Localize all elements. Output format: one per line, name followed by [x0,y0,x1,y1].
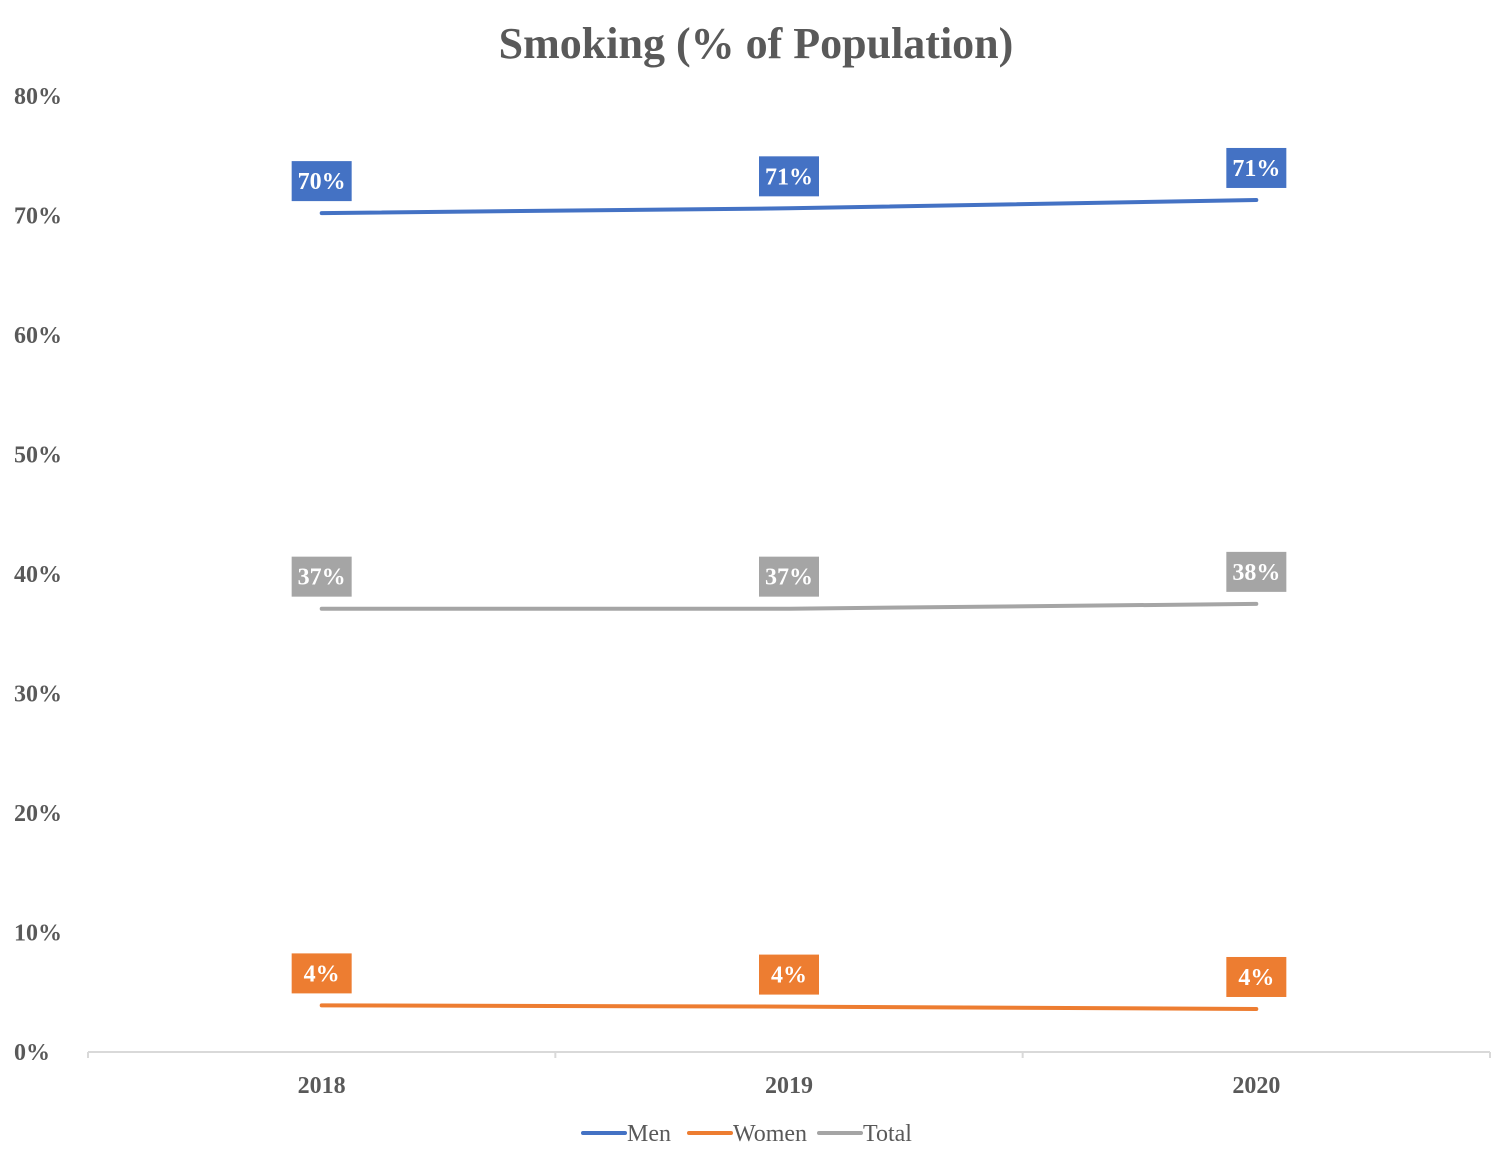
data-label-box [291,953,352,994]
data-label-text: 4% [771,963,807,989]
legend: Men Women Total [581,1121,912,1147]
x-tick-label: 2020 [1232,1073,1280,1099]
data-label-men: 71% [1226,147,1287,188]
data-label-box [759,156,819,197]
y-tick-label: 40% [14,562,62,588]
series-line-men [319,198,1259,216]
data-label-box [1226,956,1287,997]
chart-title: Smoking (% of Population) [499,19,1014,68]
y-tick-label: 50% [14,443,62,469]
data-label-total: 37% [291,556,352,597]
data-label-box [291,161,352,202]
data-label-text: 37% [298,565,346,591]
data-label-women: 4% [759,954,819,995]
data-label-box [1226,147,1287,188]
data-label-text: 38% [1232,560,1280,586]
data-label-text: 71% [765,164,813,190]
y-tick-label: 70% [14,204,62,230]
data-label-women: 4% [291,953,352,994]
y-tick-label: 30% [14,682,62,708]
y-tick-label: 60% [14,323,62,349]
series-lines [319,198,1259,1011]
legend-item-women: Women [687,1121,807,1147]
data-label-total: 37% [759,556,819,597]
data-label-total: 38% [1226,551,1287,592]
data-label-box [291,556,352,597]
data-label-women: 4% [1226,956,1287,997]
data-labels: 70% 71% 71% 4% 4% 4% 37% 37% 38% [291,147,1287,997]
data-label-men: 71% [759,156,819,197]
x-axis: 2018 2019 2020 [87,1051,1491,1099]
data-label-text: 70% [298,169,346,195]
y-tick-label: 80% [14,84,62,110]
y-axis-ticks: 0% 10% 20% 30% 40% 50% 60% 70% 80% [14,84,62,1066]
data-label-text: 37% [765,565,813,591]
x-tick-label: 2019 [765,1073,813,1099]
y-tick-label: 0% [14,1040,50,1066]
x-tick-label: 2018 [298,1073,346,1099]
legend-item-men: Men [581,1121,671,1147]
data-label-box [759,556,819,597]
data-label-box [1226,551,1287,592]
y-tick-label: 20% [14,801,62,827]
legend-item-total: Total [817,1121,912,1147]
data-label-text: 4% [304,961,340,987]
data-label-box [759,954,819,995]
data-label-men: 70% [291,161,352,202]
series-line-total [319,601,1259,611]
legend-label: Total [863,1121,912,1147]
legend-label: Women [733,1121,807,1147]
data-label-text: 71% [1232,156,1280,182]
series-line-women [319,1003,1259,1011]
data-label-text: 4% [1238,965,1274,991]
y-tick-label: 10% [14,921,62,947]
legend-label: Men [627,1121,671,1147]
